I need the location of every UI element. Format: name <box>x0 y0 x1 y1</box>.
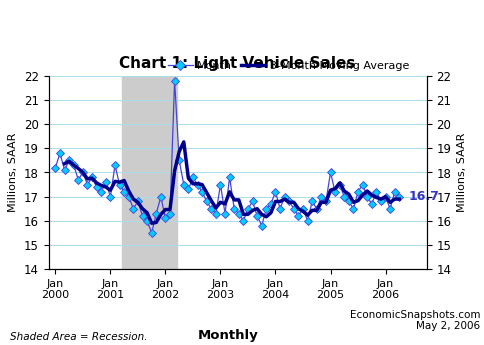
3-Month Moving Average <box>258 212 264 216</box>
3-Month Moving Average <box>61 161 67 166</box>
3-Month Moving Average <box>130 197 136 201</box>
Title: Chart 1: Light Vehicle Sales: Chart 1: Light Vehicle Sales <box>119 56 355 71</box>
Month <box>52 166 58 170</box>
Text: Shaded Area = Recession.: Shaded Area = Recession. <box>10 332 147 342</box>
Month <box>181 183 186 187</box>
3-Month Moving Average <box>149 221 154 225</box>
Legend: Month, 3-Month Moving Average: Month, 3-Month Moving Average <box>164 56 413 75</box>
Month <box>290 207 296 211</box>
Month <box>149 231 154 235</box>
3-Month Moving Average <box>135 200 140 204</box>
Month <box>171 79 177 83</box>
3-Month Moving Average <box>395 197 401 201</box>
Y-axis label: Millions, SAAR: Millions, SAAR <box>456 133 466 212</box>
Y-axis label: Millions, SAAR: Millions, SAAR <box>8 133 18 212</box>
Text: EconomicSnapshots.com
May 2, 2006: EconomicSnapshots.com May 2, 2006 <box>349 309 479 331</box>
Month <box>336 183 342 187</box>
3-Month Moving Average <box>254 207 259 211</box>
Month <box>395 195 401 199</box>
Bar <box>121 76 177 269</box>
Text: Monthly: Monthly <box>197 328 258 342</box>
Month <box>240 219 246 223</box>
Month <box>281 195 287 199</box>
Line: Month: Month <box>52 78 402 236</box>
Month <box>84 183 90 187</box>
3-Month Moving Average <box>373 195 378 199</box>
Text: 16.7: 16.7 <box>408 190 439 203</box>
Line: 3-Month Moving Average: 3-Month Moving Average <box>64 142 398 223</box>
3-Month Moving Average <box>176 149 182 154</box>
3-Month Moving Average <box>181 140 186 144</box>
